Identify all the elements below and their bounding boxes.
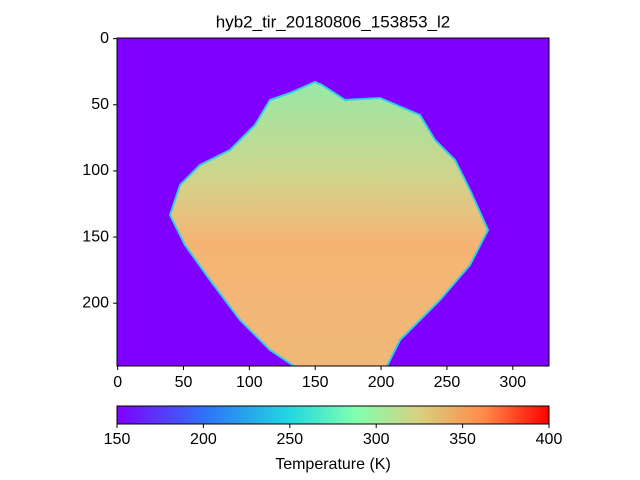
colorbar <box>116 405 550 425</box>
x-tick-label: 50 <box>175 374 193 391</box>
y-tick-label: 150 <box>82 228 109 245</box>
colorbar-tick-label: 400 <box>536 431 563 448</box>
x-tick-label: 100 <box>236 374 263 391</box>
asteroid-image <box>168 80 490 366</box>
x-tick-label: 150 <box>302 374 329 391</box>
x-tick-label: 200 <box>368 374 395 391</box>
plot-frame <box>116 37 550 367</box>
colorbar-tick-label: 300 <box>363 431 390 448</box>
y-tick-label: 50 <box>91 96 109 113</box>
colorbar-label: Temperature (K) <box>275 456 391 473</box>
colorbar-tick-label: 200 <box>190 431 217 448</box>
y-tick-label: 100 <box>82 162 109 179</box>
chart-title: hyb2_tir_20180806_153853_l2 <box>216 12 450 31</box>
y-tick-label: 200 <box>82 294 109 311</box>
x-tick-label: 0 <box>113 374 122 391</box>
x-tick-label: 300 <box>499 374 526 391</box>
x-tick-label: 250 <box>434 374 461 391</box>
colorbar-tick-label: 150 <box>104 431 131 448</box>
colorbar-tick-label: 250 <box>276 431 303 448</box>
y-tick-label: 0 <box>100 30 109 47</box>
colorbar-tick-label: 350 <box>449 431 476 448</box>
